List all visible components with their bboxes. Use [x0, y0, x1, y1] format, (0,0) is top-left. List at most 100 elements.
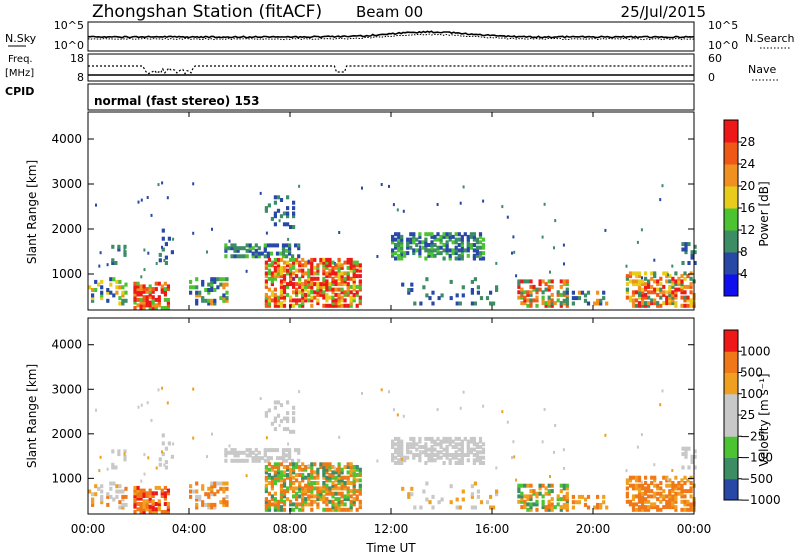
velocity-cell: [478, 436, 483, 441]
power-cell: [445, 251, 449, 256]
power-cell: [520, 292, 524, 297]
power-cell: [328, 282, 332, 287]
velocity-cell: [501, 410, 504, 414]
velocity-cell: [310, 465, 314, 469]
velocity-cell: [307, 494, 311, 499]
power-cell: [295, 274, 299, 279]
power-cell: [550, 279, 554, 284]
velocity-cell: [565, 507, 569, 512]
velocity-cell: [472, 439, 476, 444]
velocity-cell: [665, 483, 669, 488]
freq-label: Freq.: [8, 54, 33, 65]
power-cell: [436, 203, 439, 206]
power-cell: [189, 290, 193, 295]
power-cell: [634, 279, 639, 284]
power-cell: [145, 295, 149, 300]
power-cell: [400, 256, 404, 261]
power-cell: [641, 282, 645, 287]
velocity-cell: [100, 500, 104, 505]
power-cell: [481, 251, 486, 256]
velocity-cell: [476, 489, 480, 494]
power-cell: [433, 237, 437, 242]
power-cell: [476, 290, 480, 295]
power-cell: [553, 246, 555, 250]
velocity-cell: [388, 390, 390, 394]
velocity-cell: [278, 456, 283, 461]
velocity-cell: [148, 491, 152, 496]
power-cell: [340, 279, 344, 284]
velocity-cell: [88, 489, 92, 494]
power-cell: [340, 303, 344, 308]
power-cell: [472, 256, 476, 261]
power-cell: [460, 245, 464, 250]
nsearch-series: [87, 33, 695, 41]
power-cell: [349, 295, 353, 300]
power-cell: [689, 298, 693, 303]
power-cell: [195, 293, 199, 298]
power-cell: [236, 246, 240, 251]
velocity-cell: [111, 462, 115, 467]
power-cell: [430, 248, 434, 253]
power-cell: [340, 276, 344, 281]
velocity-cell: [331, 494, 335, 499]
power-cell: [562, 279, 566, 284]
velocity-cell: [307, 478, 311, 483]
power-cell: [681, 242, 685, 247]
velocity-cell: [292, 462, 296, 467]
velocity-cell: [674, 475, 678, 480]
velocity-cell: [439, 450, 443, 455]
velocity-cell: [267, 408, 271, 413]
power-cell: [352, 276, 356, 281]
power-cell: [641, 287, 645, 292]
power-cell: [322, 295, 326, 300]
velocity-cell: [470, 484, 474, 489]
velocity-cell: [316, 467, 320, 472]
power-cell: [112, 277, 116, 282]
velocity-cell: [254, 458, 258, 463]
velocity-cell: [210, 505, 214, 510]
power-cell: [418, 248, 422, 253]
power-cell: [286, 263, 290, 268]
velocity-cell: [279, 489, 284, 494]
power-cell: [269, 243, 273, 248]
power-cell: [100, 279, 104, 284]
velocity-colorbar-tick-label: −25: [740, 429, 765, 443]
power-cell: [310, 290, 314, 295]
power-cell: [273, 265, 277, 270]
velocity-cell: [668, 491, 672, 496]
velocity-cell: [689, 475, 693, 480]
power-cell: [631, 301, 636, 306]
velocity-cell: [355, 467, 359, 472]
velocity-cell: [391, 442, 395, 447]
velocity-cell: [409, 442, 413, 447]
power-cell: [457, 243, 461, 247]
velocity-cell: [325, 502, 329, 507]
power-cell: [565, 282, 569, 287]
power-cell: [466, 248, 470, 253]
velocity-cell: [198, 497, 202, 502]
velocity-cell: [439, 439, 443, 444]
velocity-cell: [343, 465, 347, 469]
velocity-cell: [328, 462, 332, 467]
velocity-cell: [267, 502, 271, 507]
velocity-cell: [535, 499, 539, 504]
velocity-cell: [313, 486, 317, 491]
velocity-cell: [106, 467, 109, 471]
power-cell: [117, 247, 121, 252]
velocity-cell: [478, 445, 483, 449]
velocity-cell: [304, 486, 308, 491]
time-tick-label: 12:00: [374, 522, 409, 536]
velocity-cell: [637, 497, 642, 502]
power-cell: [641, 298, 645, 303]
power-cell: [653, 298, 657, 303]
velocity-cell: [352, 465, 356, 469]
velocity-cell: [163, 502, 167, 506]
power-cell: [358, 263, 362, 268]
power-cell: [227, 246, 231, 251]
power-cell: [325, 284, 329, 289]
power-cell: [448, 253, 452, 258]
velocity-cell: [301, 494, 305, 499]
power-cell: [298, 279, 302, 284]
power-cell: [292, 303, 296, 308]
